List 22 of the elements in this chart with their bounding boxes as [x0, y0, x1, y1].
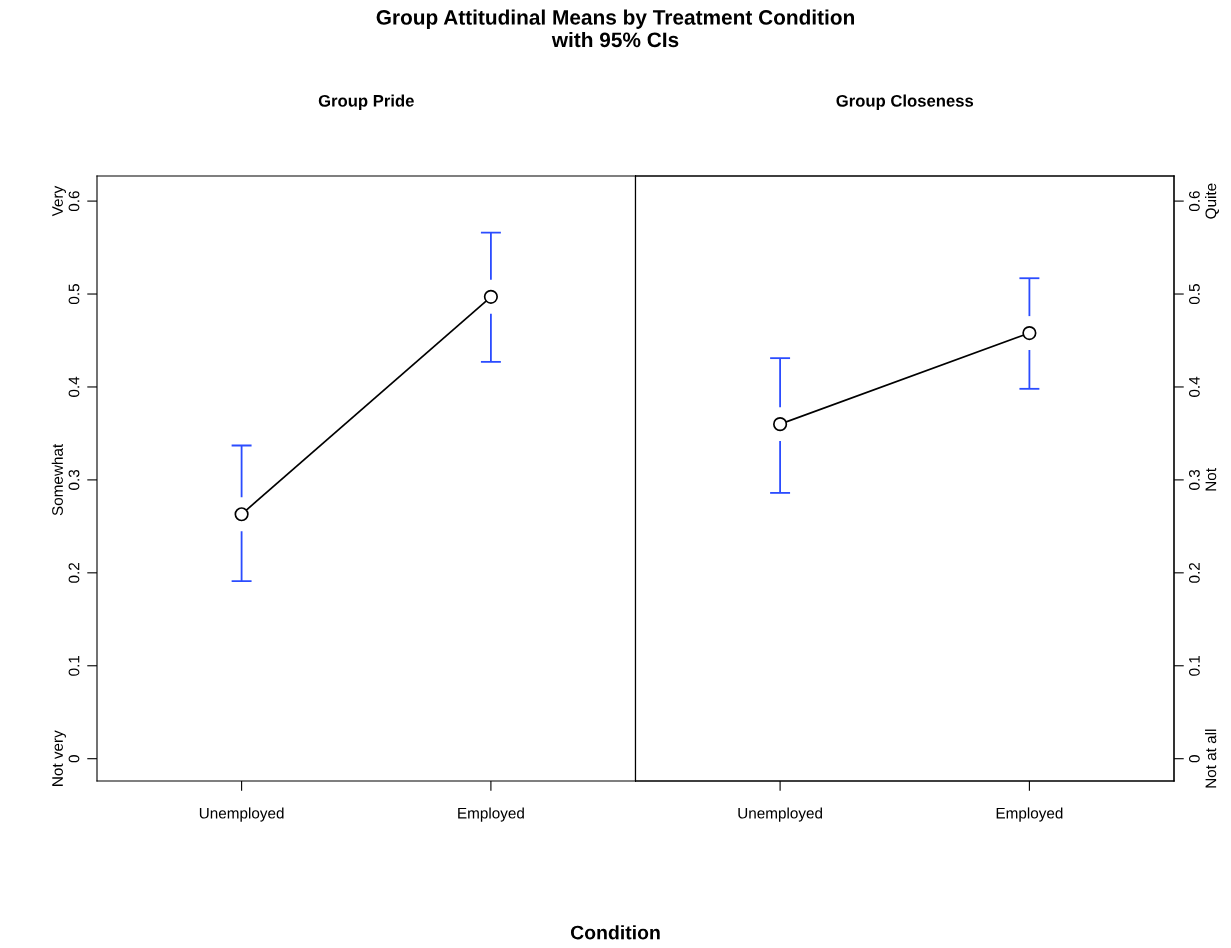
chart-subtitle: Group Closeness [836, 94, 974, 111]
y-tick-label: Somewhat 0.3 [51, 443, 80, 516]
chart-subtitle: Group Pride [318, 94, 414, 111]
y2-tick-label: 0.1 [1188, 655, 1200, 676]
y2-tick-label: 0.6 Quite [1188, 183, 1219, 219]
y-tick-label: 0.2 [68, 562, 80, 583]
x-tick-label: Unemployed [199, 807, 284, 822]
y-tick-label: 0.4 [68, 376, 80, 397]
y2-tick-label: 0.4 [1188, 376, 1200, 397]
y-tick-label: 0.5 [68, 284, 80, 305]
x-axis-title: Condition [570, 925, 660, 940]
y2-tick-label: 0.2 [1188, 562, 1200, 583]
y-tick-label: Not very 0 [52, 730, 80, 786]
chart-title: Group Attitudinal Means by Treatment Condition with 95% CIs [376, 9, 854, 48]
y2-tick-label: 0 Not at all [1188, 729, 1217, 788]
x-tick-label: Unemployed [738, 807, 822, 822]
y2-tick-label: 0.3 Not [1188, 468, 1217, 491]
y2-tick-label: 0.5 [1188, 284, 1200, 305]
y-tick-label: Very 0.6 [52, 185, 80, 217]
x-tick-label: Employed [996, 807, 1063, 822]
y-tick-label: 0.1 [68, 655, 80, 676]
x-tick-label: Employed [458, 807, 524, 822]
